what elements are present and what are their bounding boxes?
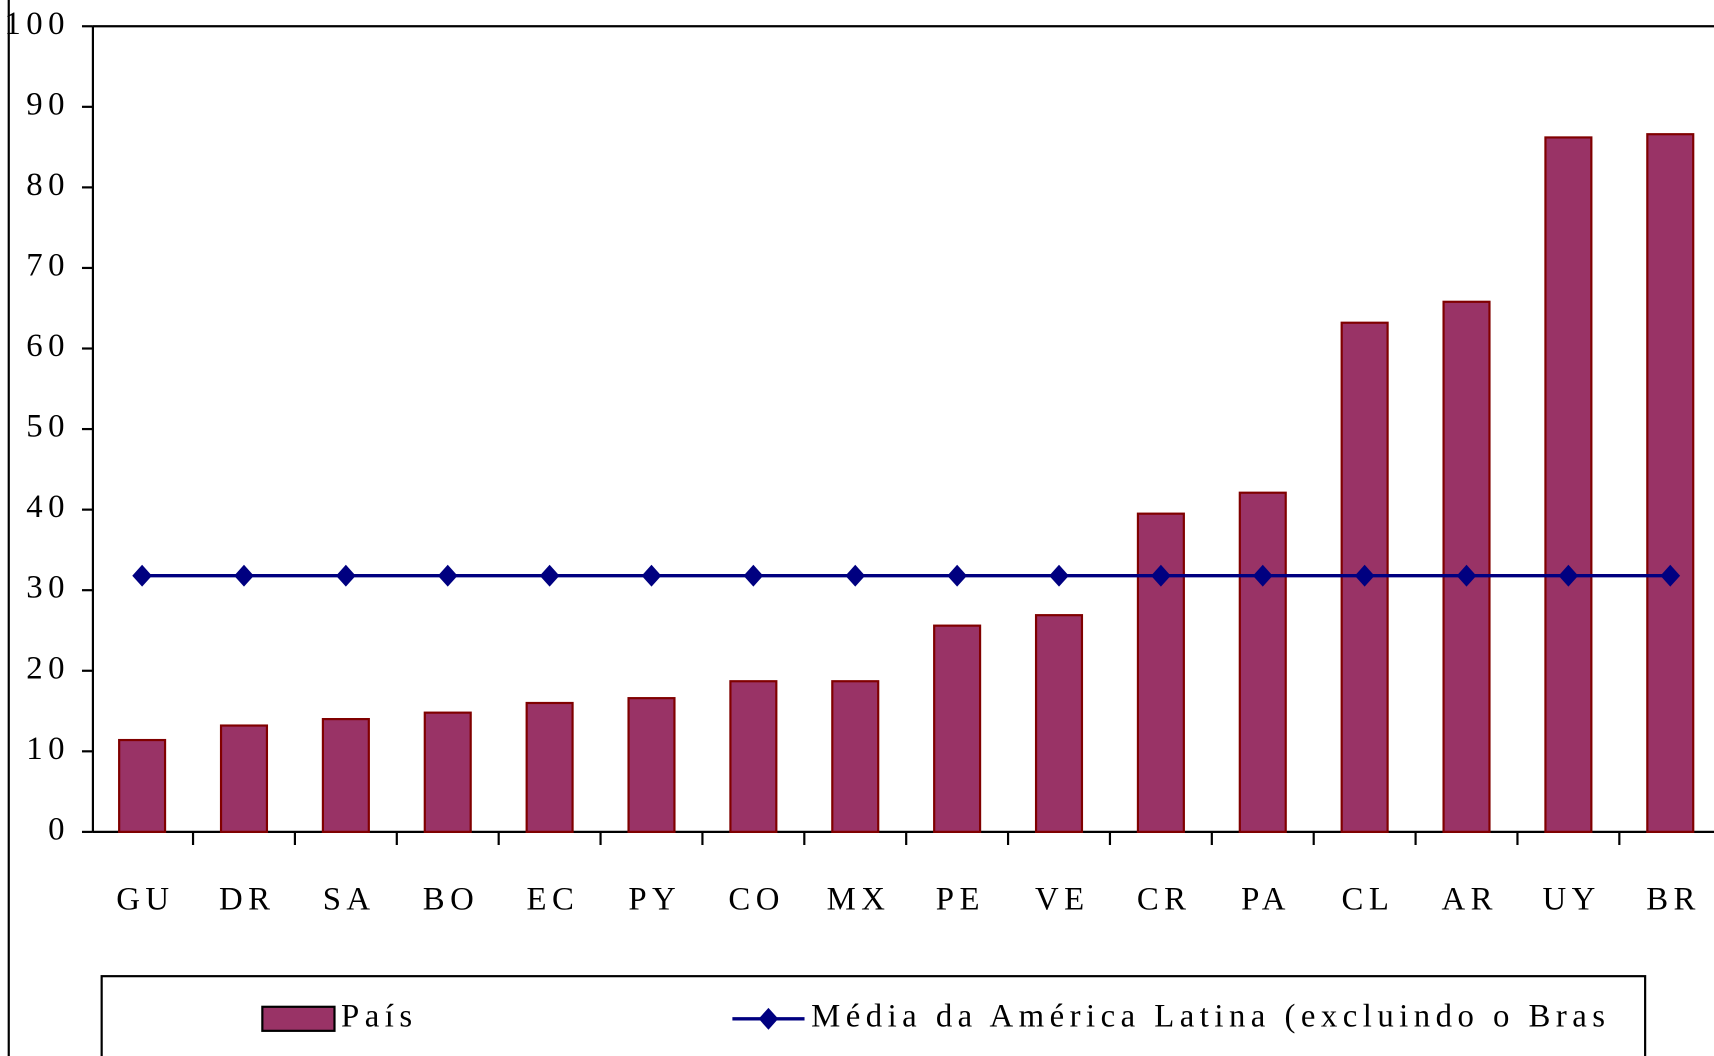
x-tick-label: CR [1137,881,1192,917]
bar [423,711,472,833]
x-tick-label: EC [526,881,579,917]
marker [1660,564,1681,587]
y-tick-label: 0 [48,811,70,847]
y-tick-label: 100 [4,6,70,42]
marker [743,564,764,587]
x-tick-label: GU [116,881,174,917]
marker [437,564,458,587]
y-tick-label: 60 [26,328,70,364]
y-tick-label: 70 [26,247,70,283]
marker [1558,564,1579,587]
legend-swatch [261,1005,336,1032]
x-tick-label: SA [323,881,376,917]
bar [831,680,880,833]
marker [1252,564,1273,587]
y-tick-label: 40 [26,489,70,525]
x-tick-label: BR [1646,881,1701,917]
y-tick-label: 30 [26,570,70,606]
legend-box [100,975,1647,1056]
bar [1646,133,1695,833]
marker [336,564,356,587]
x-tick-label: VE [1035,881,1090,917]
x-tick-label: BO [423,881,479,917]
marker [947,564,967,587]
marker [539,564,560,587]
marker [234,564,254,587]
x-tick-label: CL [1342,881,1395,917]
x-tick-label: MX [827,881,891,917]
marker [1151,564,1171,587]
x-tick-label: CO [728,881,784,917]
y-tick-label: 90 [26,86,70,122]
marker [1049,564,1069,587]
y-tick-label: 20 [26,650,70,686]
bar [1238,491,1287,833]
bar [1544,136,1593,833]
marker [132,564,152,587]
bar [219,724,269,833]
legend-label: País [341,998,418,1034]
marker [641,564,662,587]
marker [845,564,866,587]
y-tick-label: 50 [26,409,70,445]
legend-marker [758,1007,779,1030]
bar [729,680,778,833]
marker [1354,564,1375,587]
x-tick-label: PE [936,881,985,917]
bar [1136,512,1185,833]
legend-label: Média da América Latina (excluindo o Bra… [811,998,1610,1034]
x-tick-label: DR [219,881,275,917]
bar [1034,614,1084,833]
x-tick-label: PA [1241,881,1291,917]
x-tick-label: AR [1442,881,1498,917]
bar [118,738,167,833]
x-tick-label: UY [1543,881,1601,917]
y-tick-label: 80 [26,167,70,203]
bar [525,701,574,833]
y-tick-label: 10 [26,731,70,767]
bar [933,624,982,833]
bar [321,718,370,833]
bar [627,697,676,833]
x-tick-label: PY [628,881,681,917]
